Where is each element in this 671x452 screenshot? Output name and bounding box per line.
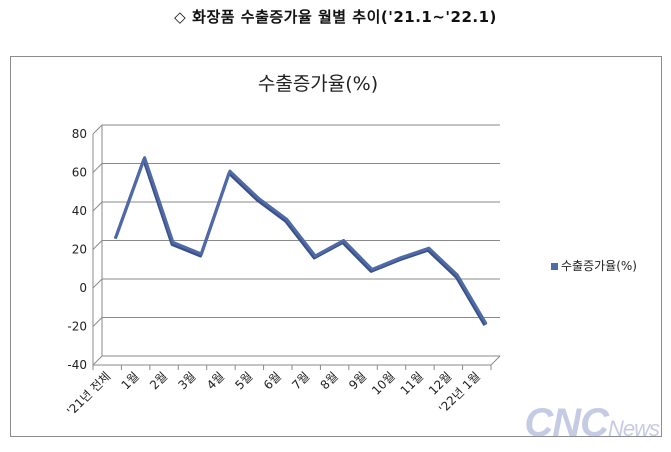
page-title-text: 화장품 수출증가율 월별 추이('21.1~'22.1) xyxy=(192,8,497,26)
data-point xyxy=(484,321,488,325)
data-point xyxy=(114,235,118,239)
y-axis-ticks: 80 60 40 20 0 -20 -40 xyxy=(67,127,87,372)
legend-label: 수출증가율(%) xyxy=(561,259,637,273)
chart-title: 수출증가율(%) xyxy=(258,73,378,95)
x-tick-label: 2월 xyxy=(147,369,170,392)
page-title: ◇ 화장품 수출증가율 월별 추이('21.1~'22.1) xyxy=(0,6,671,27)
diamond-outline-icon: ◇ xyxy=(174,8,187,26)
x-tick-label: 9월 xyxy=(346,369,369,392)
y-tick-label: 80 xyxy=(72,127,87,141)
x-tick-label: 8월 xyxy=(318,369,341,392)
x-tick-label: 4월 xyxy=(204,369,227,392)
data-point xyxy=(228,169,232,173)
gridline-side xyxy=(92,278,103,289)
data-point xyxy=(370,267,374,271)
x-axis-ticks: '21년 전체 1월 2월 3월 4월 5월 6월 7월 8월 9월 10월 11월 12월'22년 1… xyxy=(64,369,483,418)
data-point xyxy=(313,254,317,258)
gridline-side xyxy=(92,124,103,135)
y-tick-label: -40 xyxy=(67,358,87,372)
y-tick-label: 40 xyxy=(72,204,87,218)
data-point xyxy=(399,256,402,260)
watermark-sub: News xyxy=(607,416,660,441)
y-tick-label: 20 xyxy=(72,243,87,257)
watermark-main: CNC xyxy=(524,401,609,445)
chart-axes xyxy=(92,125,501,370)
x-tick-label: 11월 xyxy=(398,369,427,398)
x-tick-label: 10월 xyxy=(369,369,398,398)
data-point xyxy=(143,156,147,160)
data-point xyxy=(427,246,431,250)
series-line-shadow xyxy=(113,158,487,327)
y-tick-label: 0 xyxy=(79,281,87,295)
x-axis-side xyxy=(490,355,501,366)
data-point xyxy=(455,273,459,277)
x-tick-label: 5월 xyxy=(232,369,255,392)
series-line xyxy=(114,156,488,325)
x-tick-label: 3월 xyxy=(176,369,199,392)
x-tick-label: 1월 xyxy=(119,369,142,392)
data-point xyxy=(200,252,203,256)
chart-legend: 수출증가율(%) xyxy=(551,259,637,273)
gridline-side xyxy=(92,240,103,250)
gridline-side xyxy=(92,317,103,327)
series-lines xyxy=(113,156,488,327)
gridline-side xyxy=(92,355,103,366)
data-point xyxy=(285,217,289,221)
x-tick-label: 7월 xyxy=(289,369,312,392)
y-tick-label: -20 xyxy=(67,320,87,334)
legend-marker xyxy=(551,263,558,270)
watermark-logo: CNCNews xyxy=(524,401,660,446)
data-point xyxy=(171,241,175,244)
data-point xyxy=(342,239,346,242)
x-tick-label: 6월 xyxy=(261,369,284,392)
gridline-side xyxy=(92,201,103,212)
data-point xyxy=(256,196,260,200)
y-tick-label: 60 xyxy=(72,166,87,180)
chart-grid xyxy=(92,124,500,366)
x-tick-label: '21년 전체 xyxy=(64,369,113,418)
gridline-side xyxy=(92,163,103,173)
